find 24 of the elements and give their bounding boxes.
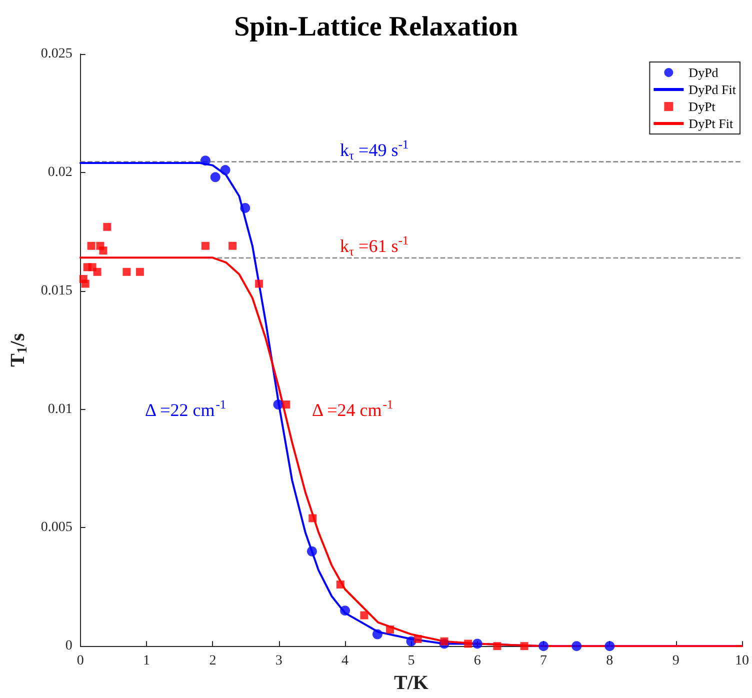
x-axis-title: T/K: [394, 672, 429, 694]
x-tick-label: 0: [76, 654, 84, 669]
x-tick-label: 7: [540, 654, 548, 669]
y-tick-label: 0.005: [40, 520, 72, 536]
y-tick-label: 0.01: [48, 402, 72, 417]
y-axis-title: T1/s: [7, 332, 30, 367]
legend-label: DyPd: [688, 65, 719, 80]
legend-label: DyPd Fit: [688, 82, 736, 97]
legend-label: DyPt: [688, 99, 716, 114]
y-tick-label: 0: [65, 638, 72, 654]
legend-label: DyPt Fit: [688, 116, 734, 131]
x-tick-label: 6: [474, 654, 481, 669]
y-tick-label: 0.02: [48, 164, 72, 180]
x-tick-label: 3: [275, 654, 282, 669]
x-tick-label: 9: [672, 654, 680, 669]
y-tick-label: 0.015: [40, 283, 72, 298]
x-tick-label: 10: [735, 654, 749, 669]
x-tick-label: 4: [342, 654, 349, 669]
x-tick-label: 1: [143, 654, 150, 669]
x-tick-label: 5: [408, 654, 415, 669]
x-tick-label: 8: [606, 654, 614, 669]
chart-title: Spin-Lattice Relaxation: [234, 12, 518, 42]
x-tick-label: 2: [209, 654, 216, 669]
y-tick-label: 0.025: [40, 46, 72, 62]
